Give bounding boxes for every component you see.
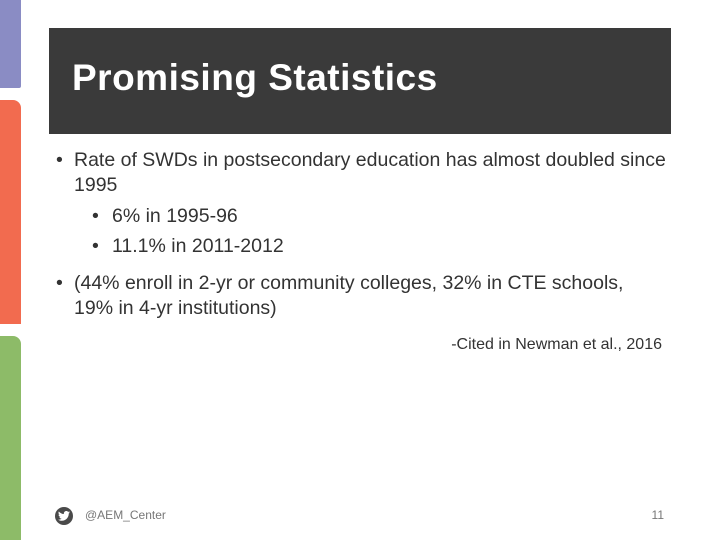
- sub-bullet-text: 11.1% in 2011-2012: [112, 235, 284, 257]
- page-number: 11: [651, 508, 664, 522]
- bullet-dot: •: [56, 149, 63, 171]
- bullet-item: • (44% enroll in 2-yr or community colle…: [56, 271, 666, 321]
- bullet-dot: •: [92, 205, 99, 227]
- bullet-dot: •: [92, 235, 99, 257]
- bullet-text: (44% enroll in 2-yr or community college…: [74, 272, 624, 319]
- accent-stripe-orange: [0, 100, 21, 324]
- sub-bullet-text: 6% in 1995-96: [112, 205, 238, 227]
- sub-bullet-item: • 11.1% in 2011-2012: [56, 234, 666, 259]
- accent-stripe-purple: [0, 0, 21, 88]
- title-bar: Promising Statistics: [49, 28, 671, 134]
- bullet-item: • Rate of SWDs in postsecondary educatio…: [56, 148, 666, 198]
- citation: -Cited in Newman et al., 2016: [451, 336, 662, 353]
- sub-bullet-item: • 6% in 1995-96: [56, 204, 666, 229]
- slide-title: Promising Statistics: [72, 57, 438, 98]
- bullet-dot: •: [56, 272, 63, 294]
- slide-content: • Rate of SWDs in postsecondary educatio…: [56, 148, 666, 321]
- footer-handle[interactable]: @AEM_Center: [85, 508, 166, 522]
- accent-stripe-green: [0, 336, 21, 540]
- twitter-bird-icon: [55, 507, 73, 525]
- bullet-text: Rate of SWDs in postsecondary education …: [74, 149, 666, 196]
